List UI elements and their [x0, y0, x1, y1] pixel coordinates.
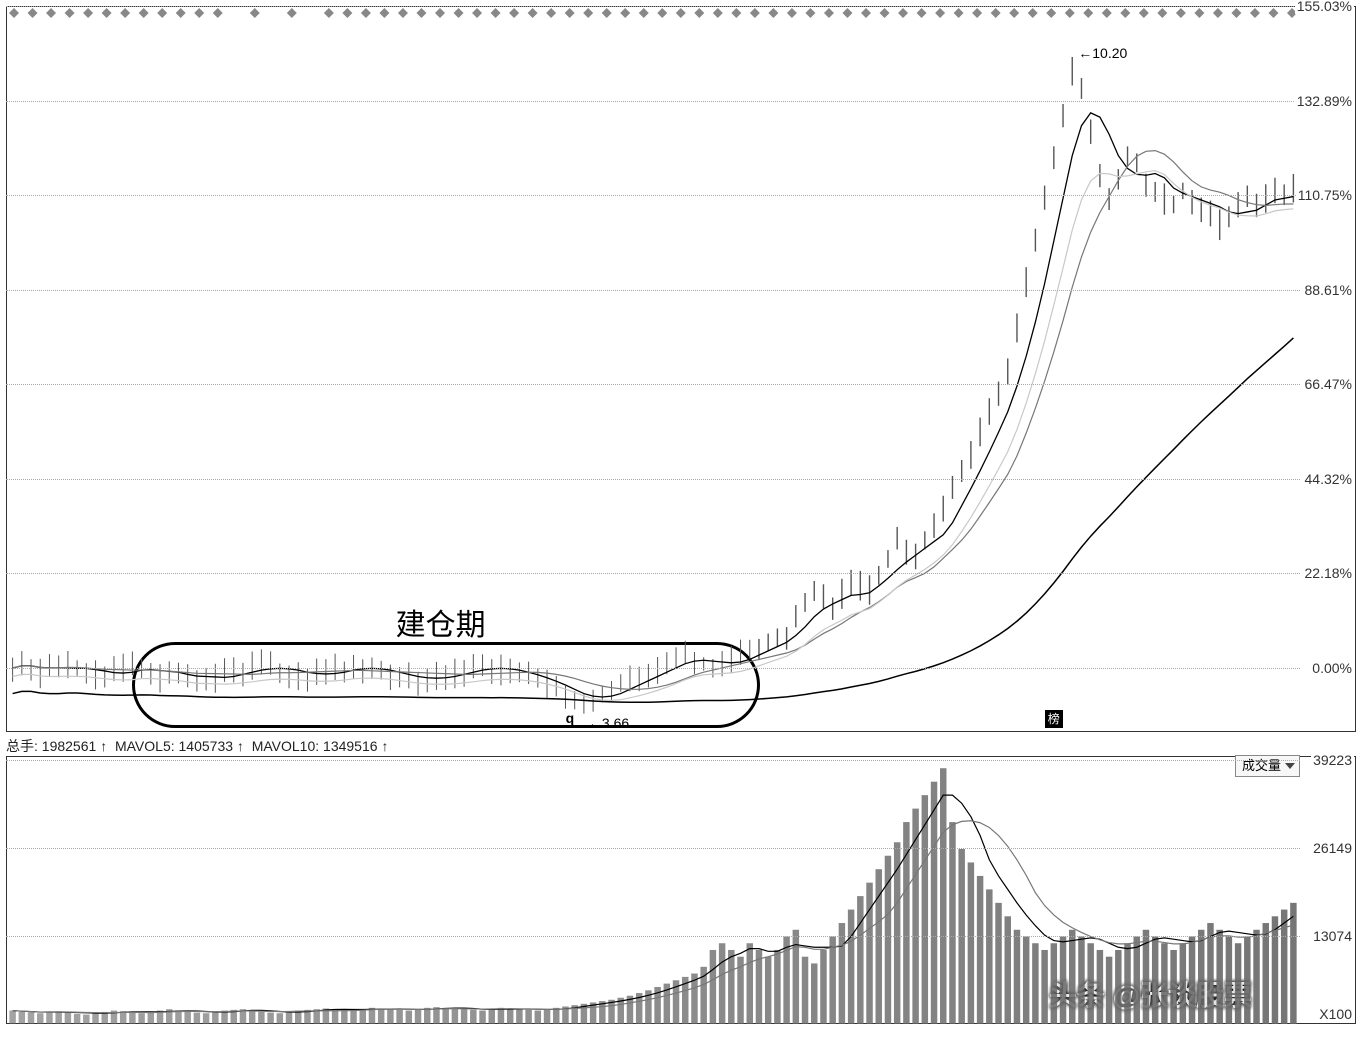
- price-panel[interactable]: [6, 6, 1356, 732]
- mavol5-value: 1405733: [179, 738, 234, 754]
- left-arrow-icon: ←: [588, 715, 602, 731]
- rank-badge: 榜: [1045, 710, 1063, 728]
- accumulation-phase-oval: [132, 642, 760, 727]
- y-axis-label: 88.61%: [1303, 282, 1354, 298]
- volume-indicator-bar: 总手: 1982561 ↑ MAVOL5: 1405733 ↑ MAVOL10:…: [6, 736, 388, 756]
- up-arrow-icon: ↑: [100, 738, 107, 754]
- gridline: [6, 290, 1300, 291]
- gridline: [6, 101, 1300, 102]
- gridline: [6, 195, 1300, 196]
- watermark-text: 头条 @张谈股票: [1049, 974, 1252, 1014]
- gridline: [6, 479, 1300, 480]
- gridline: [6, 384, 1300, 385]
- mavol5-label: MAVOL5:: [115, 738, 175, 754]
- y-axis-label: 22.18%: [1303, 565, 1354, 581]
- gridline: [6, 668, 1300, 669]
- gridline: [6, 573, 1300, 574]
- y-axis-label: 39223: [1311, 752, 1354, 768]
- chevron-down-icon: [1285, 763, 1295, 769]
- y-axis-label: 155.03%: [1295, 0, 1354, 14]
- total-hands-value: 1982561: [42, 738, 97, 754]
- mavol10-value: 1349516: [323, 738, 378, 754]
- y-axis-label: 66.47%: [1303, 376, 1354, 392]
- y-axis-label: 110.75%: [1296, 187, 1354, 203]
- up-arrow-icon: ↑: [381, 738, 388, 754]
- y-axis-label: 13074: [1311, 928, 1354, 944]
- gridline: [6, 6, 1300, 7]
- up-arrow-icon: ↑: [237, 738, 244, 754]
- accumulation-phase-label: 建仓期: [396, 600, 486, 644]
- stock-chart: 总手: 1982561 ↑ MAVOL5: 1405733 ↑ MAVOL10:…: [0, 0, 1362, 1044]
- q-marker: q: [566, 710, 575, 726]
- gridline: [6, 760, 1300, 761]
- trough-price-label: ←3.66: [588, 715, 629, 731]
- total-hands-label: 总手:: [6, 738, 38, 754]
- peak-price-label: ←10.20: [1078, 45, 1127, 61]
- left-arrow-icon: ←: [1078, 45, 1092, 61]
- volume-unit-label: X100: [1317, 1006, 1354, 1022]
- gridline: [6, 936, 1300, 937]
- y-axis-label: 132.89%: [1295, 93, 1354, 109]
- y-axis-label: 0.00%: [1310, 660, 1354, 676]
- gridline: [6, 848, 1300, 849]
- y-axis-label: 26149: [1311, 840, 1354, 856]
- y-axis-label: 44.32%: [1303, 471, 1354, 487]
- mavol10-label: MAVOL10:: [252, 738, 319, 754]
